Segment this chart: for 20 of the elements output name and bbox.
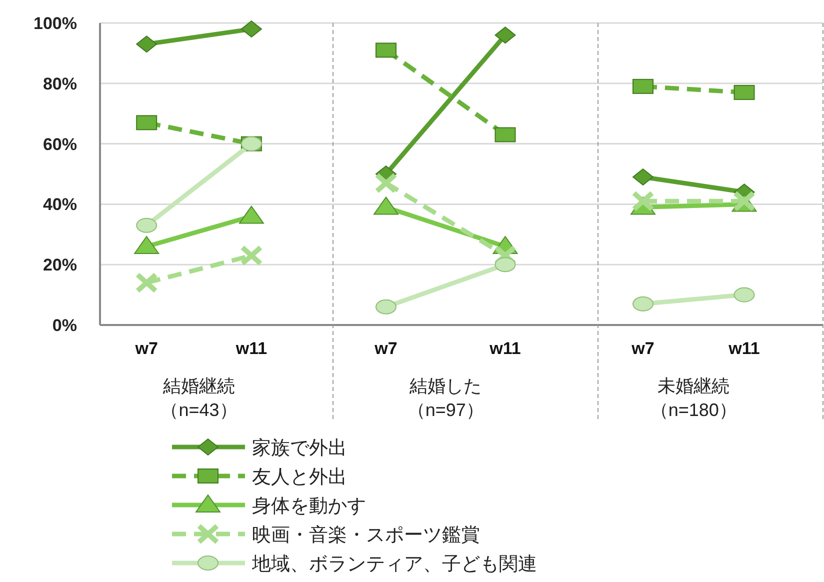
legend-label: 地域、ボランティア、子ども関連 [251,554,537,575]
y-tick-label: 40% [42,195,77,214]
x-tick-label: w11 [728,339,760,358]
y-tick-label: 100% [34,14,77,33]
x-axis-title: 未婚継続（n=180） [649,375,738,422]
y-tick-label: 80% [42,74,77,94]
x-tick-label: w11 [234,339,268,358]
x-tick-label: w7 [134,339,158,358]
legend-label: 友人と外出 [252,467,347,488]
legend-label: 家族で外出 [252,437,347,459]
x-tick-label: w7 [630,339,654,358]
x-tick-label: w11 [488,339,521,358]
y-tick-label: 20% [42,256,77,275]
x-axis-title: 結婚した（n=97） [406,375,485,422]
legend-label: 身体を動かす [252,496,366,517]
x-axis-title: 結婚継続（n=43） [160,375,238,422]
y-tick-label: 0% [52,316,77,335]
y-tick-label: 60% [42,134,77,154]
legend-label: 映画・音楽・スポーツ鑑賞 [252,524,480,546]
x-tick-label: w7 [374,339,398,358]
